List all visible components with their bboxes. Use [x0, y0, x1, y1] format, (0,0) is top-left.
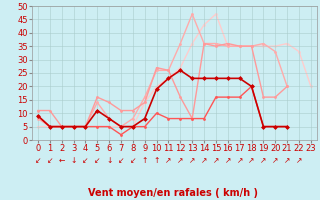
Text: ↗: ↗ — [213, 156, 219, 165]
Text: ↗: ↗ — [272, 156, 278, 165]
Text: ↗: ↗ — [284, 156, 290, 165]
Text: ↓: ↓ — [70, 156, 77, 165]
Text: ↙: ↙ — [82, 156, 89, 165]
Text: ↗: ↗ — [225, 156, 231, 165]
Text: ↙: ↙ — [130, 156, 136, 165]
Text: ↙: ↙ — [47, 156, 53, 165]
Text: ↑: ↑ — [153, 156, 160, 165]
Text: ↙: ↙ — [35, 156, 41, 165]
Text: ↗: ↗ — [165, 156, 172, 165]
Text: ↗: ↗ — [236, 156, 243, 165]
Text: ↗: ↗ — [201, 156, 207, 165]
Text: ↙: ↙ — [118, 156, 124, 165]
Text: ↗: ↗ — [248, 156, 255, 165]
Text: Vent moyen/en rafales ( km/h ): Vent moyen/en rafales ( km/h ) — [88, 188, 258, 198]
Text: ↙: ↙ — [94, 156, 100, 165]
Text: ↑: ↑ — [141, 156, 148, 165]
Text: ↗: ↗ — [177, 156, 184, 165]
Text: ←: ← — [59, 156, 65, 165]
Text: ↗: ↗ — [260, 156, 267, 165]
Text: ↓: ↓ — [106, 156, 112, 165]
Text: ↗: ↗ — [296, 156, 302, 165]
Text: ↗: ↗ — [189, 156, 196, 165]
